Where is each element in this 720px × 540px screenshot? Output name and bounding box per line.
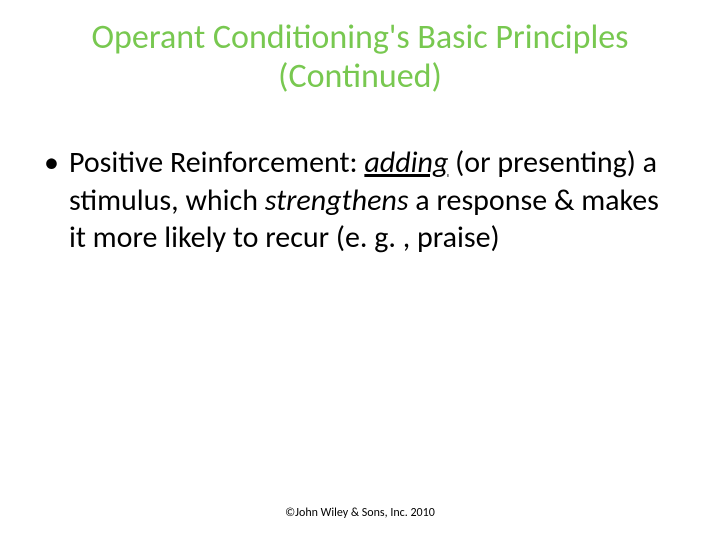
slide-title: Operant Conditioning's Basic Principles … [40, 18, 680, 96]
word-strengthens: strengthens [265, 182, 409, 219]
slide-container: Operant Conditioning's Basic Principles … [0, 0, 720, 540]
copyright-footer: ©John Wiley & Sons, Inc. 2010 [0, 506, 720, 520]
bullet-text: Positive Reinforcement: adding (or prese… [69, 144, 680, 257]
title-line-2: (Continued) [278, 56, 442, 97]
bullet-item: • Positive Reinforcement: adding (or pre… [40, 144, 680, 257]
title-line-1: Operant Conditioning's Basic Principles [92, 17, 629, 58]
bullet-marker: • [44, 144, 59, 182]
word-adding: adding [364, 144, 448, 181]
term-positive-reinforcement: Positive Reinforcement: [69, 144, 358, 181]
